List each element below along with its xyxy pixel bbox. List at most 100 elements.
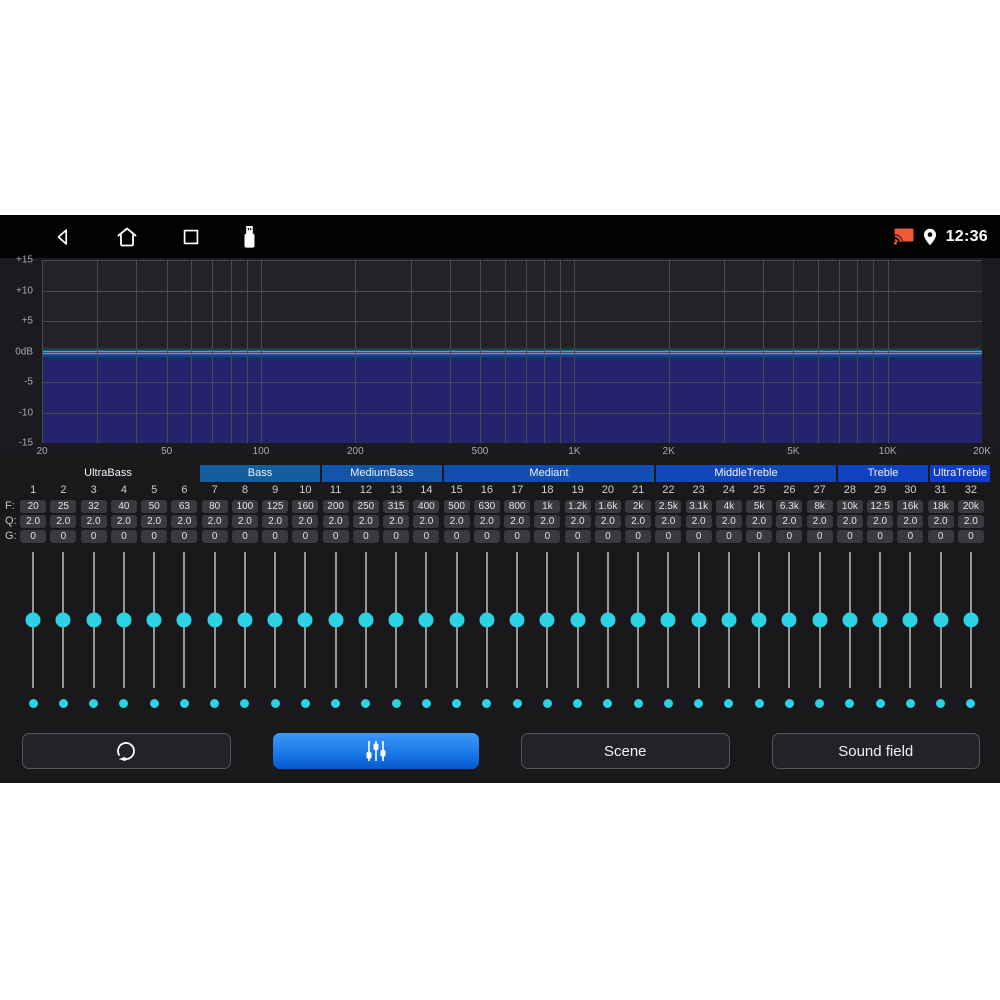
slider-knob[interactable] [388,612,404,628]
band-gain-value[interactable]: 0 [262,530,289,543]
band-q-value[interactable]: 2.0 [473,515,500,528]
band-frequency-value[interactable]: 315 [383,500,410,513]
gain-slider[interactable] [472,552,502,688]
band-gain-value[interactable]: 0 [806,530,833,543]
band-indicator-dot[interactable] [58,699,68,708]
gain-slider[interactable] [865,552,895,688]
band-indicator-dot[interactable] [28,699,38,708]
usb-icon[interactable] [243,225,256,249]
band-gain-value[interactable]: 0 [322,530,349,543]
reset-button[interactable] [22,733,231,769]
band-indicator-dot[interactable] [663,699,673,708]
band-q-value[interactable]: 2.0 [746,515,773,528]
band-indicator-dot[interactable] [694,699,704,708]
band-q-value[interactable]: 2.0 [564,515,591,528]
gain-slider[interactable] [684,552,714,688]
band-gain-value[interactable]: 0 [836,530,863,543]
slider-knob[interactable] [328,612,344,628]
band-frequency-value[interactable]: 1.6k [594,500,621,513]
band-gain-value[interactable]: 0 [443,530,470,543]
band-q-value[interactable]: 2.0 [352,515,379,528]
band-gain-value[interactable]: 0 [413,530,440,543]
band-indicator-dot[interactable] [966,699,976,708]
band-group-header[interactable]: Bass [200,465,320,482]
band-gain-value[interactable]: 0 [927,530,954,543]
gain-slider[interactable] [744,552,774,688]
slider-knob[interactable] [449,612,465,628]
gain-slider[interactable] [139,552,169,688]
sound-field-button[interactable]: Sound field [771,733,980,769]
gain-slider[interactable] [563,552,593,688]
gain-slider[interactable] [502,552,532,688]
home-icon[interactable] [115,225,139,249]
band-group-header[interactable]: MiddleTreble [656,465,836,482]
band-q-value[interactable]: 2.0 [594,515,621,528]
band-frequency-value[interactable]: 12.5 [867,500,894,513]
band-q-value[interactable]: 2.0 [625,515,652,528]
slider-knob[interactable] [479,612,495,628]
slider-knob[interactable] [207,612,223,628]
gain-slider[interactable] [593,552,623,688]
gain-slider[interactable] [230,552,260,688]
band-q-value[interactable]: 2.0 [957,515,984,528]
band-q-value[interactable]: 2.0 [534,515,561,528]
band-q-value[interactable]: 2.0 [927,515,954,528]
band-q-value[interactable]: 2.0 [292,515,319,528]
slider-knob[interactable] [86,612,102,628]
gain-slider[interactable] [48,552,78,688]
band-gain-value[interactable]: 0 [746,530,773,543]
scene-button[interactable]: Scene [521,733,730,769]
band-indicator-dot[interactable] [482,699,492,708]
band-frequency-value[interactable]: 2.5k [655,500,682,513]
band-gain-value[interactable]: 0 [383,530,410,543]
band-indicator-dot[interactable] [724,699,734,708]
gain-slider[interactable] [623,552,653,688]
slider-knob[interactable] [358,612,374,628]
band-indicator-dot[interactable] [391,699,401,708]
band-indicator-dot[interactable] [633,699,643,708]
back-icon[interactable] [52,226,74,248]
band-group-header[interactable]: Treble [838,465,928,482]
band-indicator-dot[interactable] [300,699,310,708]
slider-knob[interactable] [812,612,828,628]
band-frequency-value[interactable]: 400 [413,500,440,513]
band-indicator-dot[interactable] [603,699,613,708]
band-frequency-value[interactable]: 1k [534,500,561,513]
slider-knob[interactable] [570,612,586,628]
band-gain-value[interactable]: 0 [715,530,742,543]
band-indicator-dot[interactable] [331,699,341,708]
slider-knob[interactable] [297,612,313,628]
slider-knob[interactable] [660,612,676,628]
gain-slider[interactable] [18,552,48,688]
band-frequency-value[interactable]: 50 [141,500,168,513]
band-frequency-value[interactable]: 63 [171,500,198,513]
band-gain-value[interactable]: 0 [171,530,198,543]
band-indicator-dot[interactable] [179,699,189,708]
band-frequency-value[interactable]: 10k [836,500,863,513]
band-indicator-dot[interactable] [905,699,915,708]
gain-slider[interactable] [653,552,683,688]
gain-slider[interactable] [169,552,199,688]
band-q-value[interactable]: 2.0 [50,515,77,528]
band-q-value[interactable]: 2.0 [776,515,803,528]
eq-button[interactable] [272,733,479,769]
band-indicator-dot[interactable] [452,699,462,708]
slider-knob[interactable] [25,612,41,628]
band-indicator-dot[interactable] [119,699,129,708]
band-gain-value[interactable]: 0 [776,530,803,543]
band-indicator-dot[interactable] [512,699,522,708]
band-q-value[interactable]: 2.0 [20,515,47,528]
band-q-value[interactable]: 2.0 [897,515,924,528]
band-frequency-value[interactable]: 20k [957,500,984,513]
band-indicator-dot[interactable] [421,699,431,708]
band-indicator-dot[interactable] [936,699,946,708]
band-indicator-dot[interactable] [240,699,250,708]
band-gain-value[interactable]: 0 [504,530,531,543]
band-frequency-value[interactable]: 500 [443,500,470,513]
band-gain-value[interactable]: 0 [594,530,621,543]
band-q-value[interactable]: 2.0 [171,515,198,528]
gain-slider[interactable] [835,552,865,688]
band-gain-value[interactable]: 0 [564,530,591,543]
band-indicator-dot[interactable] [784,699,794,708]
band-gain-value[interactable]: 0 [867,530,894,543]
